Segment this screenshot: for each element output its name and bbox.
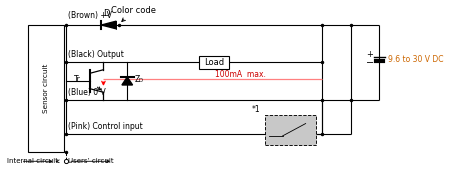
Text: +: + [367, 50, 374, 59]
Text: (Brown) +V: (Brown) +V [68, 11, 112, 20]
Text: Color code: Color code [111, 6, 156, 22]
Bar [199, 56, 229, 69]
Text: −: − [366, 58, 374, 68]
Text: D: D [139, 78, 143, 83]
Bar [265, 115, 316, 145]
Text: Sensor circuit: Sensor circuit [43, 64, 49, 113]
Text: Users’ circuit: Users’ circuit [68, 158, 113, 164]
Polygon shape [101, 21, 116, 29]
Text: *1: *1 [252, 104, 261, 114]
Bar [27, 25, 64, 152]
Text: (Black) Output: (Black) Output [68, 50, 124, 59]
Text: Internal circuit: Internal circuit [6, 158, 58, 164]
Text: (Pink) Control input: (Pink) Control input [68, 122, 143, 131]
Text: D: D [104, 9, 110, 18]
Text: 9.6 to 30 V DC: 9.6 to 30 V DC [387, 55, 443, 64]
Polygon shape [122, 77, 133, 85]
Text: Tr: Tr [74, 75, 81, 84]
Text: Z: Z [135, 75, 140, 84]
Text: (Blue) 0 V: (Blue) 0 V [68, 88, 106, 97]
Text: 100mA  max.: 100mA max. [215, 70, 266, 79]
Text: Load: Load [204, 58, 224, 67]
